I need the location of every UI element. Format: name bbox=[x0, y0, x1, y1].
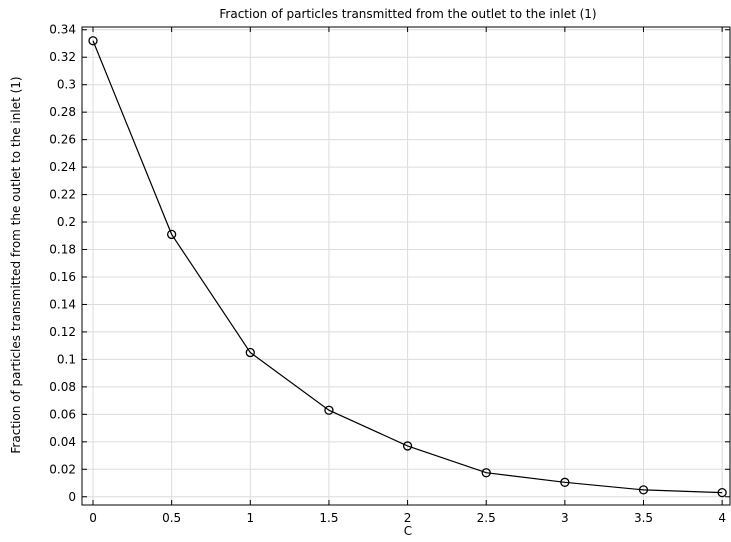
data-point-marker bbox=[402, 441, 413, 451]
y-tick-label: 0.18 bbox=[49, 243, 76, 257]
y-tick-label: 0.1 bbox=[57, 352, 76, 366]
y-tick-label: 0.3 bbox=[57, 78, 76, 92]
chart-title: Fraction of particles transmitted from t… bbox=[219, 7, 596, 21]
y-tick-label: 0.34 bbox=[49, 23, 76, 37]
plot-area bbox=[82, 27, 730, 505]
x-tick-label: 3 bbox=[561, 511, 569, 525]
x-tick-label: 2 bbox=[404, 511, 412, 525]
data-point-marker bbox=[245, 347, 255, 358]
x-tick-label: 0.5 bbox=[162, 511, 181, 525]
x-tick-label: 0 bbox=[89, 511, 97, 525]
plot-frame bbox=[81, 26, 731, 506]
y-tick-label: 0 bbox=[68, 490, 76, 504]
x-axis-label: C bbox=[404, 524, 412, 538]
y-tick-label: 0.24 bbox=[49, 160, 76, 174]
y-tick-label: 0.04 bbox=[49, 435, 76, 449]
y-tick-label: 0.26 bbox=[49, 133, 76, 147]
data-point-marker bbox=[324, 405, 334, 415]
data-point-marker bbox=[638, 485, 649, 495]
x-tick-label: 4 bbox=[718, 511, 726, 525]
data-point-marker bbox=[481, 468, 491, 478]
series-line bbox=[92, 40, 723, 494]
y-tick-label: 0.32 bbox=[49, 50, 76, 64]
data-point-marker bbox=[717, 487, 727, 498]
data-point-marker bbox=[88, 36, 98, 46]
data-point-marker bbox=[167, 229, 177, 240]
y-tick-label: 0.16 bbox=[49, 270, 76, 284]
y-tick-label: 0.02 bbox=[49, 462, 76, 476]
x-tick-label: 2.5 bbox=[477, 511, 496, 525]
y-tick-label: 0.06 bbox=[49, 407, 76, 421]
y-tick-label: 0.2 bbox=[57, 215, 76, 229]
y-tick-label: 0.08 bbox=[49, 380, 76, 394]
y-tick-label: 0.28 bbox=[49, 105, 76, 119]
y-tick-label: 0.22 bbox=[49, 188, 76, 202]
y-tick-label: 0.14 bbox=[49, 297, 76, 311]
y-axis-label: Fraction of particles transmitted from t… bbox=[9, 76, 23, 453]
y-tick-label: 0.12 bbox=[49, 325, 76, 339]
data-point-marker bbox=[560, 477, 570, 487]
x-tick-label: 1 bbox=[246, 511, 254, 525]
x-tick-label: 1.5 bbox=[319, 511, 338, 525]
x-tick-label: 3.5 bbox=[634, 511, 653, 525]
